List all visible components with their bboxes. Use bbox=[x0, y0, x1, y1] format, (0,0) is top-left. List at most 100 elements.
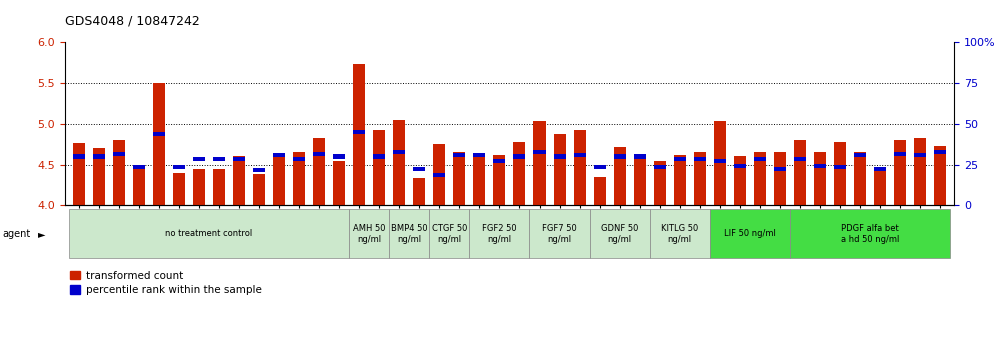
Text: KITLG 50
ng/ml: KITLG 50 ng/ml bbox=[661, 224, 698, 244]
Bar bbox=[413, 178, 425, 205]
Bar bbox=[374, 130, 385, 205]
Bar bbox=[614, 147, 625, 205]
Bar bbox=[193, 169, 205, 205]
Bar bbox=[790, 209, 950, 258]
Bar bbox=[433, 173, 445, 177]
Bar bbox=[834, 142, 846, 205]
Bar bbox=[714, 121, 726, 205]
Bar bbox=[69, 209, 350, 258]
Text: agent: agent bbox=[2, 229, 30, 239]
Text: AMH 50
ng/ml: AMH 50 ng/ml bbox=[353, 224, 385, 244]
Bar bbox=[514, 142, 526, 205]
Bar bbox=[694, 157, 706, 161]
Bar bbox=[814, 152, 826, 205]
Bar bbox=[614, 154, 625, 159]
Bar bbox=[93, 148, 105, 205]
Bar bbox=[514, 154, 526, 159]
Bar bbox=[334, 154, 346, 159]
Bar bbox=[453, 153, 465, 157]
Bar bbox=[389, 209, 429, 258]
Bar bbox=[633, 156, 645, 205]
Text: no treatment control: no treatment control bbox=[165, 229, 253, 238]
Bar bbox=[814, 164, 826, 168]
Bar bbox=[894, 152, 906, 156]
Bar bbox=[213, 157, 225, 161]
Bar bbox=[354, 64, 366, 205]
Bar bbox=[113, 140, 124, 205]
Bar bbox=[633, 154, 645, 159]
Bar bbox=[213, 169, 225, 205]
Bar bbox=[469, 209, 530, 258]
Text: PDGF alfa bet
a hd 50 ng/ml: PDGF alfa bet a hd 50 ng/ml bbox=[841, 224, 899, 244]
Bar bbox=[934, 146, 946, 205]
Bar bbox=[173, 173, 185, 205]
Bar bbox=[253, 168, 265, 172]
Bar bbox=[673, 155, 685, 205]
Bar bbox=[834, 165, 846, 169]
Bar bbox=[473, 156, 485, 205]
Bar bbox=[653, 161, 665, 205]
Bar bbox=[574, 130, 586, 205]
Bar bbox=[754, 157, 766, 161]
Bar bbox=[854, 153, 867, 157]
Bar bbox=[393, 120, 405, 205]
Bar bbox=[429, 209, 469, 258]
Bar bbox=[554, 134, 566, 205]
Bar bbox=[152, 83, 165, 205]
Bar bbox=[653, 165, 665, 169]
Legend: transformed count, percentile rank within the sample: transformed count, percentile rank withi… bbox=[70, 271, 261, 295]
Bar bbox=[534, 121, 546, 205]
Text: ►: ► bbox=[38, 229, 46, 239]
Bar bbox=[354, 130, 366, 134]
Bar bbox=[754, 152, 766, 205]
Bar bbox=[493, 159, 505, 162]
Bar bbox=[534, 150, 546, 154]
Bar bbox=[774, 152, 786, 205]
Text: LIF 50 ng/ml: LIF 50 ng/ml bbox=[724, 229, 776, 238]
Bar bbox=[673, 157, 685, 161]
Bar bbox=[73, 143, 85, 205]
Bar bbox=[350, 209, 389, 258]
Bar bbox=[594, 165, 606, 169]
Bar bbox=[273, 153, 285, 157]
Bar bbox=[914, 153, 926, 157]
Bar bbox=[433, 144, 445, 205]
Bar bbox=[132, 165, 144, 169]
Text: GDS4048 / 10847242: GDS4048 / 10847242 bbox=[65, 14, 199, 27]
Bar bbox=[473, 153, 485, 157]
Bar bbox=[530, 209, 590, 258]
Bar bbox=[874, 167, 886, 171]
Bar bbox=[710, 209, 790, 258]
Bar bbox=[173, 165, 185, 169]
Bar bbox=[313, 138, 325, 205]
Bar bbox=[714, 159, 726, 162]
Bar bbox=[854, 152, 867, 205]
Bar bbox=[574, 153, 586, 157]
Bar bbox=[253, 175, 265, 205]
Bar bbox=[774, 167, 786, 171]
Bar bbox=[233, 157, 245, 161]
Bar bbox=[794, 140, 806, 205]
Bar bbox=[293, 152, 305, 205]
Bar bbox=[734, 164, 746, 168]
Bar bbox=[132, 165, 144, 205]
Bar bbox=[914, 138, 926, 205]
Bar bbox=[874, 169, 886, 205]
Bar bbox=[934, 150, 946, 154]
Bar bbox=[334, 161, 346, 205]
Text: FGF2 50
ng/ml: FGF2 50 ng/ml bbox=[482, 224, 517, 244]
Bar bbox=[273, 156, 285, 205]
Bar bbox=[413, 167, 425, 171]
Bar bbox=[233, 156, 245, 205]
Bar bbox=[694, 152, 706, 205]
Text: GDNF 50
ng/ml: GDNF 50 ng/ml bbox=[601, 224, 638, 244]
Text: BMP4 50
ng/ml: BMP4 50 ng/ml bbox=[391, 224, 427, 244]
Bar bbox=[73, 154, 85, 159]
Bar bbox=[113, 152, 124, 156]
Bar bbox=[393, 150, 405, 154]
Bar bbox=[894, 140, 906, 205]
Bar bbox=[554, 154, 566, 159]
Bar bbox=[734, 156, 746, 205]
Bar bbox=[93, 154, 105, 159]
Bar bbox=[193, 157, 205, 161]
